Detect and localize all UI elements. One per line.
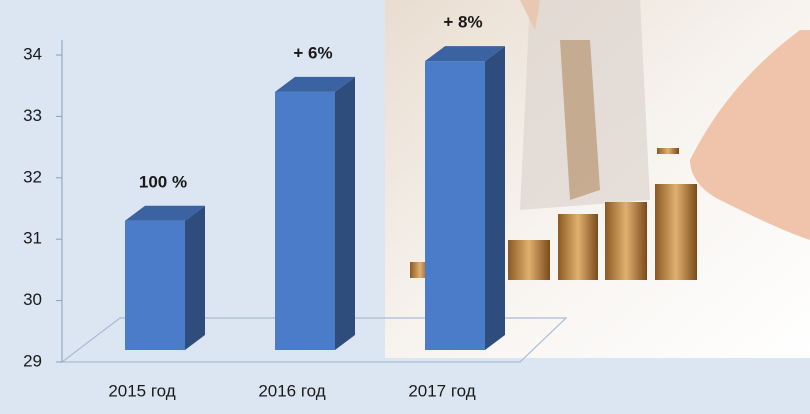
bar-face [275, 91, 335, 350]
bar [125, 205, 205, 350]
bar [275, 76, 355, 350]
x-tick-label: 2016 год [258, 381, 325, 400]
floor [60, 317, 568, 363]
y-tick-label: 29 [23, 351, 42, 370]
y-tick-label: 34 [23, 44, 42, 63]
bar [425, 46, 505, 350]
y-tick-label: 31 [23, 229, 42, 248]
bar-face [335, 76, 355, 350]
x-tick-label: 2015 год [108, 381, 175, 400]
annotation: 100 % [139, 172, 187, 191]
y-tick-label: 30 [23, 290, 42, 309]
bar-face [425, 46, 505, 62]
bar-face [125, 220, 185, 350]
y-tick-label: 33 [23, 106, 42, 125]
bar-face [485, 46, 505, 350]
bar-face [425, 61, 485, 350]
annotation: + 6% [293, 43, 332, 62]
x-tick-label: 2017 год [408, 381, 475, 400]
bar-face [275, 76, 355, 92]
annotation: + 8% [443, 13, 482, 32]
y-tick-label: 32 [23, 167, 42, 186]
bar-face [125, 205, 205, 221]
bar-face [185, 205, 205, 350]
